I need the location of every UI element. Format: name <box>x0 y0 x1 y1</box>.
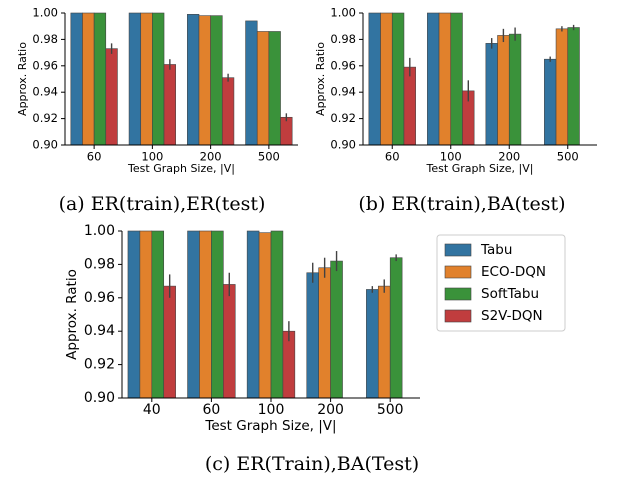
caption: (c) ER(Train),BA(Test) <box>205 453 419 475</box>
x-axis-label: Test Graph Size, |V| <box>204 418 336 434</box>
bar <box>497 35 510 146</box>
bar <box>128 12 142 146</box>
bar <box>139 230 153 399</box>
y-tick-label: 0.96 <box>84 290 115 306</box>
bar <box>368 12 381 146</box>
bar <box>151 230 165 399</box>
legend-label: Tabu <box>480 242 512 258</box>
y-tick-label: 0.92 <box>84 357 115 373</box>
x-axis-label: Test Graph Size, |V| <box>127 162 235 175</box>
bar <box>256 31 270 146</box>
legend-box <box>436 234 566 332</box>
x-tick-label: 100 <box>141 150 163 164</box>
bar <box>508 33 522 146</box>
y-tick-label: 0.90 <box>330 138 356 152</box>
y-axis-label: Approx. Ratio <box>64 269 80 360</box>
y-tick-label: 0.98 <box>84 256 115 272</box>
bar <box>223 284 236 399</box>
y-tick-label: 1.00 <box>330 6 356 20</box>
bar <box>555 28 569 146</box>
legend-label: ECO-DQN <box>481 264 546 280</box>
bar <box>246 230 260 399</box>
bar <box>544 58 557 146</box>
y-tick-label: 0.92 <box>330 111 356 125</box>
bar <box>210 15 223 146</box>
y-tick-label: 0.94 <box>32 85 58 99</box>
bar <box>268 31 281 146</box>
bar <box>211 230 224 399</box>
x-tick-label: 60 <box>87 150 102 164</box>
x-tick-label: 200 <box>317 402 344 418</box>
bar <box>140 12 153 146</box>
bar <box>567 27 580 146</box>
bar <box>318 267 331 399</box>
bar <box>163 64 176 146</box>
y-tick-label: 0.92 <box>32 111 58 125</box>
caption: (b) ER(train),BA(test) <box>358 193 565 215</box>
y-tick-label: 0.96 <box>32 58 58 72</box>
legend-swatch <box>444 287 472 301</box>
legend-swatch <box>444 309 472 323</box>
x-axis-label: Test Graph Size, |V| <box>426 162 534 175</box>
y-tick-label: 0.96 <box>330 58 356 72</box>
bar <box>330 260 343 399</box>
bar <box>82 12 95 146</box>
x-tick-label: 100 <box>440 150 462 164</box>
y-axis-label: Approx. Ratio <box>16 42 29 116</box>
y-tick-label: 0.90 <box>84 390 115 406</box>
bar <box>163 285 176 399</box>
x-tick-label: 500 <box>377 402 404 418</box>
bar <box>427 12 440 146</box>
bar <box>366 289 379 399</box>
bar <box>438 12 452 146</box>
bar <box>485 43 498 146</box>
x-tick-label: 60 <box>202 402 220 418</box>
x-tick-label: 100 <box>258 402 285 418</box>
chart: 0.90 0.92 0.94 0.96 0.98 1.00 40 60 100 200 500 Tes… <box>64 223 566 475</box>
x-tick-label: 200 <box>498 150 520 164</box>
y-axis-label: Approx. Ratio <box>314 42 327 116</box>
bar <box>187 230 200 399</box>
bar <box>198 15 211 146</box>
bar <box>152 12 165 146</box>
legend-label: S2V-DQN <box>481 308 543 324</box>
y-tick-label: 0.98 <box>32 32 58 46</box>
y-tick-label: 1.00 <box>32 6 58 20</box>
bar <box>391 12 405 146</box>
x-tick-label: 500 <box>258 150 280 164</box>
y-tick-label: 1.00 <box>84 223 115 239</box>
bar <box>270 230 284 399</box>
bar <box>306 272 319 399</box>
x-tick-label: 40 <box>143 402 161 418</box>
y-tick-label: 0.94 <box>84 323 115 339</box>
bar <box>258 232 272 399</box>
y-tick-label: 0.90 <box>32 138 58 152</box>
legend-label: SoftTabu <box>481 286 539 302</box>
caption: (a) ER(train),ER(test) <box>59 193 266 215</box>
bar <box>127 230 141 399</box>
legend-swatch <box>444 243 472 257</box>
bar <box>221 77 235 146</box>
y-tick-label: 0.94 <box>330 85 356 99</box>
bar <box>450 12 463 146</box>
bar <box>70 12 83 146</box>
bar <box>280 116 293 146</box>
bar <box>380 12 393 146</box>
chart: 0.90 0.92 0.94 0.96 0.98 1.00 60 100 200 500 Test … <box>16 6 298 215</box>
bar <box>245 20 258 146</box>
bar <box>105 48 118 146</box>
bar <box>377 285 391 399</box>
x-tick-label: 500 <box>557 150 579 164</box>
bar <box>403 66 416 146</box>
bar <box>199 230 212 399</box>
x-tick-label: 200 <box>200 150 222 164</box>
bar <box>389 257 403 399</box>
legend-swatch <box>444 265 472 279</box>
bar <box>187 14 200 146</box>
bar <box>93 12 107 146</box>
x-tick-label: 60 <box>385 150 400 164</box>
chart: 0.90 0.92 0.94 0.96 0.98 1.00 60 100 200 500 Test … <box>314 6 597 215</box>
y-tick-label: 0.98 <box>330 32 356 46</box>
